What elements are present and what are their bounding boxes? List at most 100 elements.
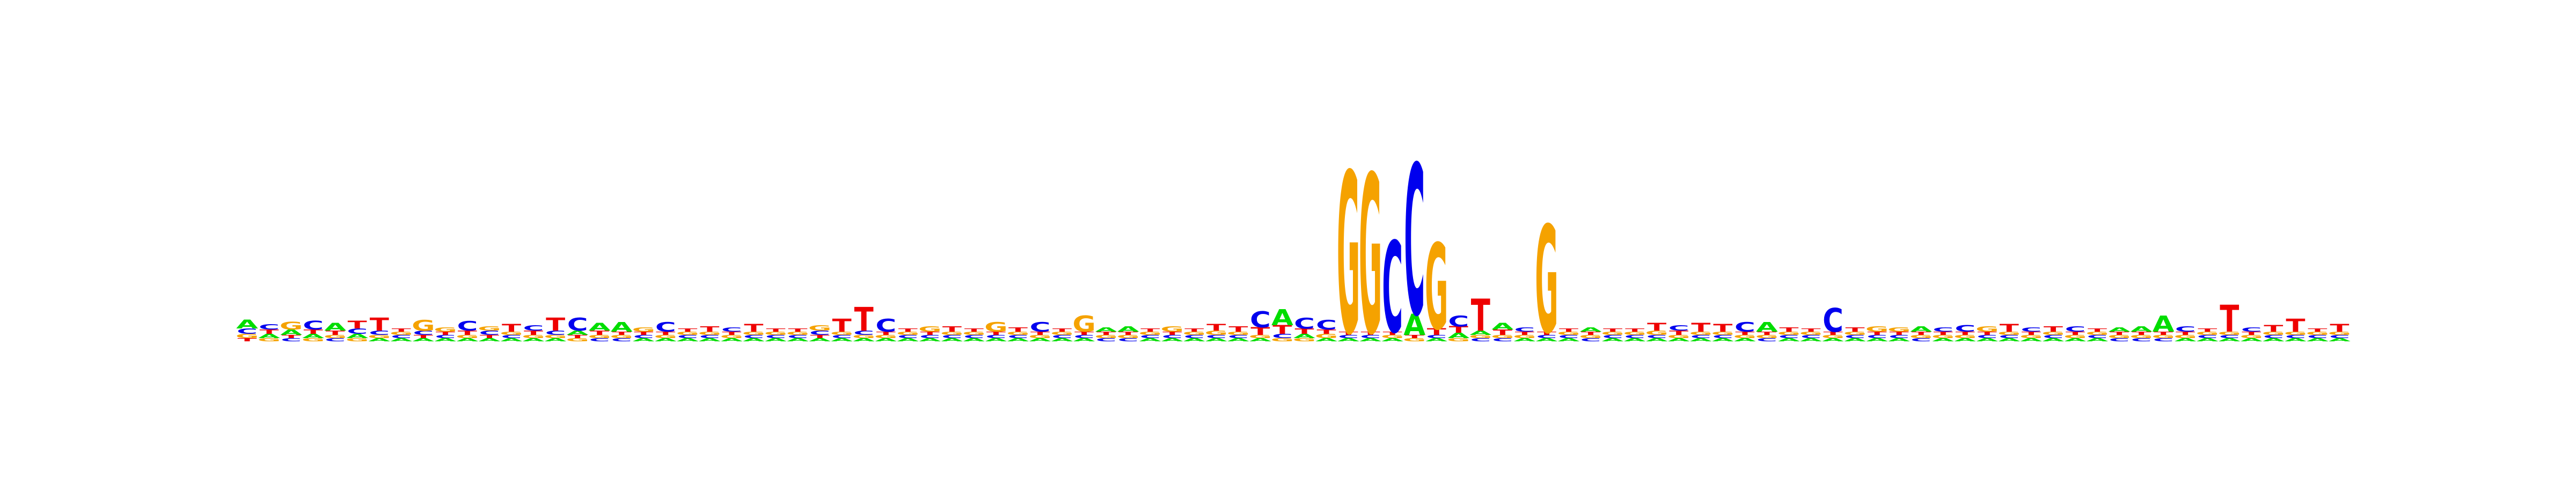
logo-letter-a: A: [1712, 337, 1735, 342]
logo-letter-t: T: [1515, 331, 1534, 336]
logo-letter-a: A: [743, 337, 765, 342]
logo-letter-c: C: [259, 323, 280, 332]
logo-letter-a: A: [1029, 337, 1052, 342]
logo-letter-a: A: [2064, 337, 2087, 342]
logo-letter-g: G: [1821, 334, 1845, 339]
logo-letter-a: A: [1447, 332, 1469, 340]
logo-letter-c: C: [523, 324, 544, 333]
logo-letter-g: G: [544, 334, 567, 339]
logo-letter-t: T: [1339, 331, 1358, 336]
logo-letter-g: G: [1381, 334, 1404, 339]
logo-letter-c: C: [1933, 326, 1953, 333]
logo-letter-g: G: [434, 326, 457, 333]
logo-letter-c: C: [1801, 334, 1821, 339]
logo-letter-a: A: [390, 337, 413, 342]
logo-letter-c: C: [347, 327, 368, 336]
logo-letter-c: C: [1030, 319, 1051, 335]
logo-letter-c: C: [2153, 337, 2174, 342]
logo-letter-c: C: [2021, 326, 2041, 333]
logo-letter-g: G: [368, 334, 391, 339]
logo-letter-g: G: [1887, 326, 1911, 333]
logo-letter-g: G: [1491, 334, 1514, 339]
logo-letter-a: A: [699, 337, 721, 342]
logo-letter-g: G: [1711, 331, 1735, 336]
logo-letter-c: C: [1250, 308, 1271, 333]
logo-letter-t: T: [1272, 323, 1292, 336]
logo-letter-c: C: [2329, 334, 2350, 339]
logo-letter-t: T: [1757, 331, 1776, 336]
logo-letter-c: C: [633, 334, 654, 339]
logo-letter-g: G: [456, 334, 479, 339]
logo-letter-g: G: [1557, 331, 1580, 336]
logo-letter-c: C: [501, 334, 522, 339]
logo-letter-t: T: [2154, 331, 2173, 336]
logo-letter-a: A: [677, 337, 699, 342]
logo-letter-t: T: [1890, 331, 1909, 336]
logo-letter-a: A: [1205, 337, 1228, 342]
logo-letter-c: C: [809, 330, 830, 336]
logo-letter-c: C: [677, 334, 698, 339]
logo-letter-c: C: [897, 334, 918, 339]
logo-letter-a: A: [1073, 337, 1096, 342]
logo-letter-c: C: [1426, 334, 1447, 339]
logo-letter-t: T: [898, 327, 918, 333]
logo-letter-a: A: [1822, 337, 1845, 342]
logo-letter-c: C: [1536, 334, 1557, 339]
logo-letter-t: T: [1493, 328, 1513, 337]
logo-letter-t: T: [2022, 331, 2041, 336]
logo-letter-g: G: [566, 337, 589, 342]
logo-letter-a: A: [1139, 337, 1162, 342]
logo-letter-t: T: [2330, 323, 2349, 334]
logo-letter-a: A: [721, 337, 743, 342]
logo-letter-t: T: [832, 316, 852, 336]
logo-letter-c: C: [2087, 334, 2108, 339]
logo-letter-a: A: [765, 337, 787, 342]
logo-letter-g: G: [1050, 331, 1073, 336]
logo-letter-c: C: [2241, 326, 2262, 333]
logo-letter-a: A: [1381, 337, 1404, 342]
logo-letter-c: C: [1338, 334, 1359, 339]
logo-letter-a: A: [1624, 337, 1646, 342]
logo-letter-g: G: [1953, 334, 1977, 339]
logo-letter-a: A: [324, 321, 346, 333]
logo-letter-g: G: [2306, 331, 2329, 336]
logo-letter-g: G: [2284, 331, 2307, 336]
logo-letter-g: G: [1667, 334, 1690, 339]
logo-letter-c: C: [1757, 337, 1777, 342]
logo-letter-c: C: [743, 334, 764, 339]
logo-letter-g: G: [236, 333, 259, 340]
logo-letter-a: A: [501, 337, 523, 342]
logo-letter-a: A: [963, 337, 985, 342]
logo-letter-t: T: [1868, 331, 1887, 336]
logo-letter-g: G: [1975, 325, 1999, 334]
logo-letter-g: G: [1447, 337, 1470, 342]
logo-letter-g: G: [2196, 331, 2219, 336]
logo-letter-a: A: [236, 317, 259, 331]
logo-letter-g: G: [2063, 334, 2087, 339]
logo-letter-g: G: [984, 319, 1007, 335]
logo-letter-a: A: [302, 333, 325, 340]
logo-letter-a: A: [456, 337, 479, 342]
logo-letter-t: T: [1912, 331, 1931, 336]
logo-letter-a: A: [2042, 337, 2065, 342]
logo-letter-c: C: [699, 334, 720, 339]
logo-letter-t: T: [1294, 327, 1314, 336]
logo-letter-a: A: [2329, 337, 2351, 342]
logo-letter-c: C: [1096, 337, 1117, 342]
logo-letter-c: C: [457, 318, 478, 334]
logo-letter-c: C: [1008, 334, 1029, 339]
logo-letter-t: T: [2286, 316, 2305, 336]
logo-letter-a: A: [2197, 337, 2219, 342]
logo-letter-g: G: [1161, 325, 1184, 334]
logo-letter-t: T: [1184, 327, 1204, 333]
logo-letter-a: A: [1425, 337, 1448, 342]
logo-letter-g: G: [2041, 331, 2065, 336]
logo-letter-c: C: [1977, 334, 1997, 339]
logo-letter-c: C: [611, 337, 632, 342]
logo-letter-c: C: [1668, 324, 1689, 333]
logo-letter-a: A: [280, 328, 302, 337]
logo-letter-a: A: [853, 337, 875, 342]
logo-letter-a: A: [1580, 326, 1602, 333]
logo-letter-c: C: [1646, 334, 1667, 339]
logo-letter-c: C: [875, 316, 896, 336]
